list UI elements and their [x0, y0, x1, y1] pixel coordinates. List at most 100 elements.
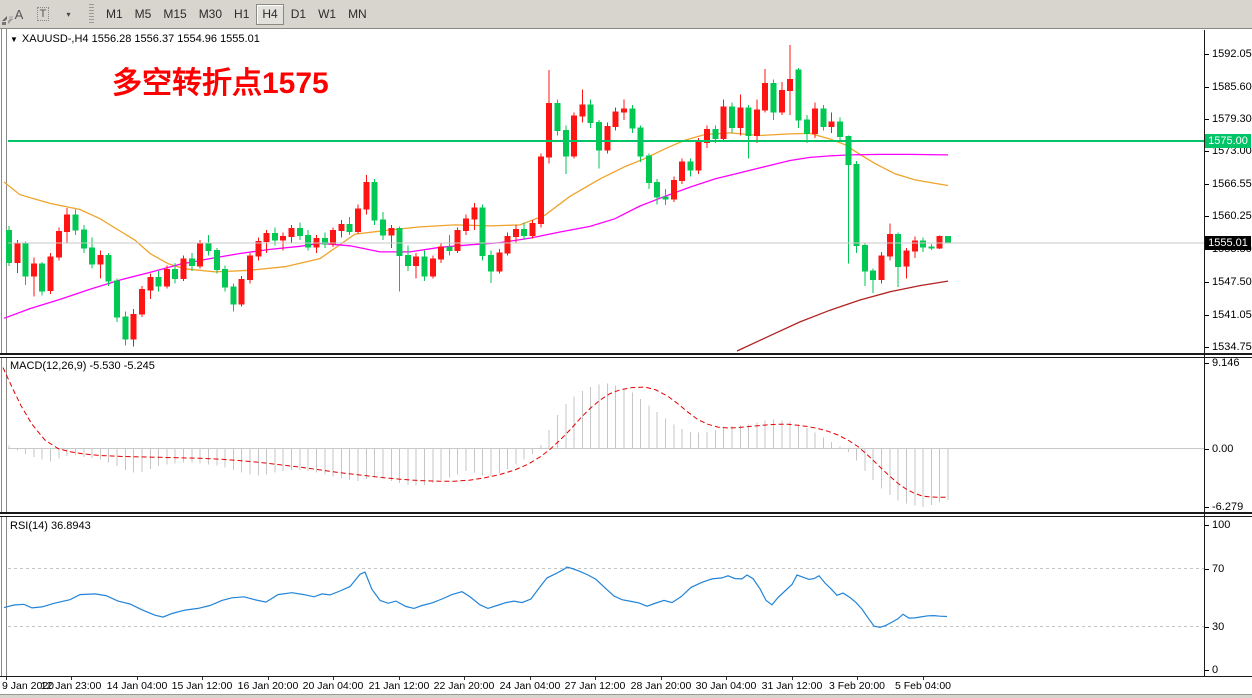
candle-body	[837, 121, 843, 137]
candle-body	[64, 214, 71, 232]
candle-body	[546, 102, 553, 158]
candle-body	[612, 111, 619, 127]
candle-body	[80, 229, 87, 249]
macd-tick-label: 0.00	[1212, 442, 1234, 455]
candle-body	[737, 107, 744, 128]
time-axis-label: 9 Jan 2020	[2, 680, 54, 692]
candle-body	[654, 182, 661, 198]
candle-body	[911, 240, 918, 252]
candle-body	[554, 102, 561, 131]
candle-body	[55, 231, 62, 258]
axis-border-line	[1204, 30, 1205, 677]
toolbar-separator-handle[interactable]	[89, 4, 94, 24]
rsi-tick-label: 30	[1212, 620, 1225, 633]
chart-header[interactable]: ▼ XAUUSD-,H4 1556.28 1556.37 1554.96 1555…	[10, 33, 260, 45]
candle-body	[172, 268, 179, 279]
time-axis-label: 12 Jan 23:00	[40, 680, 102, 692]
candle-body	[222, 268, 229, 288]
candle-body	[454, 230, 461, 251]
candle-body	[587, 104, 594, 124]
timeframe-button-d1[interactable]: D1	[290, 7, 307, 21]
macd-panel-canvas[interactable]	[0, 358, 1252, 512]
candle-body	[820, 108, 827, 127]
timeframe-button-h1[interactable]: H1	[234, 7, 250, 21]
candle-body	[604, 125, 611, 151]
candle-body	[488, 255, 494, 272]
timeframe-button-mn[interactable]: MN	[348, 7, 367, 21]
candle-body	[280, 236, 287, 241]
timeframe-button-m5[interactable]: M5	[134, 7, 152, 21]
candle-body	[263, 233, 270, 243]
candle-body	[6, 230, 12, 264]
rsi-panel-canvas[interactable]	[0, 517, 1252, 676]
candle-body	[562, 129, 569, 157]
timeframe-button-h4[interactable]: H4	[256, 3, 284, 25]
chart-window: ▼ XAUUSD-,H4 1556.28 1556.37 1554.96 1555…	[0, 29, 1252, 698]
time-axis[interactable]: 9 Jan 2020 12 Jan 23:00 14 Jan 04:00 15 Jan…	[0, 677, 1252, 694]
symbol-period-label: XAUUSD-,H4	[21, 33, 89, 45]
candle-body	[22, 243, 29, 277]
candle-body	[496, 252, 503, 272]
hline-price-tag: 1575.00	[1205, 134, 1251, 149]
time-axis-label: 14 Jan 04:00	[106, 680, 168, 692]
candle-body	[886, 234, 893, 257]
candle-body	[155, 277, 162, 287]
candle-body	[936, 236, 943, 249]
candle-body	[429, 258, 436, 277]
time-axis-label: 20 Jan 04:00	[302, 680, 364, 692]
ma-magenta	[3, 153, 949, 319]
candle-body	[695, 142, 702, 171]
candle-body	[670, 179, 677, 200]
candle-body	[363, 182, 370, 210]
timeframe-button-w1[interactable]: W1	[318, 7, 337, 21]
last-price-tag: 1555.01	[1205, 236, 1251, 251]
candle-body	[271, 233, 278, 241]
candle-body	[47, 256, 54, 292]
candle-body	[762, 82, 769, 111]
font-tool-button[interactable]: A	[14, 6, 24, 22]
chart-annotation-text[interactable]: 多空转折点1575	[112, 67, 329, 100]
candle-body	[571, 115, 578, 157]
candle-body	[620, 108, 627, 113]
timeframe-button-m30[interactable]: M30	[198, 7, 223, 21]
candle-body	[662, 196, 669, 200]
candle-body	[787, 78, 794, 92]
text-label-tool-button[interactable]: T	[32, 4, 54, 25]
panel-divider[interactable]	[0, 353, 1252, 355]
panel-divider[interactable]	[0, 512, 1252, 514]
candle-body	[288, 227, 295, 238]
text-label-icon: T	[36, 7, 50, 21]
price-tick-label: 1585.60	[1212, 80, 1252, 93]
rsi-tick-label: 100	[1212, 519, 1231, 531]
timeframe-button-m15[interactable]: M15	[163, 7, 187, 21]
main-chart-canvas[interactable]	[0, 30, 1252, 353]
timeframe-button-m1[interactable]: M1	[106, 7, 123, 21]
candle-body	[895, 234, 902, 267]
arrows-tool-button[interactable]: ▾	[2, 4, 78, 25]
rsi-tick-label: 0	[1212, 664, 1219, 676]
candle-body	[753, 109, 760, 136]
candle-body	[845, 136, 852, 166]
candle-body	[579, 104, 586, 117]
candle-body	[346, 223, 353, 233]
candle-body	[404, 255, 411, 267]
candle-body	[30, 263, 37, 277]
candle-body	[861, 244, 868, 272]
candle-body	[729, 106, 735, 128]
candle-body	[529, 222, 536, 237]
collapse-triangle-icon[interactable]: ▼	[10, 35, 18, 44]
macd-header: MACD(12,26,9) -5.530 -5.245	[10, 360, 155, 372]
chart-left-border	[6, 29, 7, 676]
ohlc-readout: 1556.28 1556.37 1554.96 1555.01	[91, 33, 260, 45]
candle-body	[139, 289, 145, 315]
candle-body	[14, 243, 21, 264]
candle-body	[712, 128, 719, 140]
price-tick-label: 1573.00	[1212, 145, 1252, 158]
candle-body	[903, 250, 910, 267]
candle-body	[371, 182, 378, 221]
rsi-line	[3, 566, 948, 629]
candle-body	[479, 207, 486, 256]
candle-body	[745, 107, 752, 137]
chevron-down-icon[interactable]: ▾	[66, 9, 71, 19]
candle-body	[803, 119, 810, 134]
